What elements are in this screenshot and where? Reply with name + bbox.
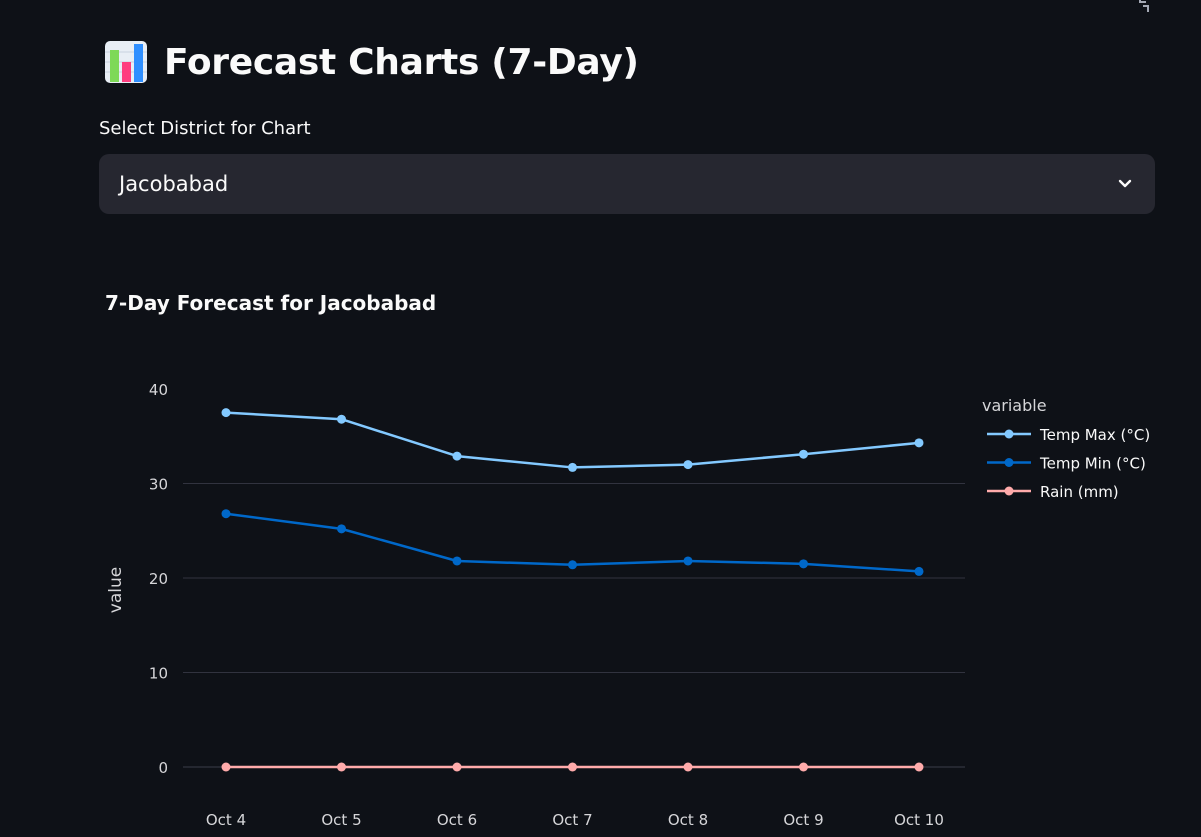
y-axis-label: value [106, 567, 126, 613]
legend-item-label: Temp Min (°C) [1039, 455, 1146, 473]
data-point [452, 762, 462, 772]
x-tick-label: Oct 5 [321, 811, 361, 829]
data-point [221, 509, 231, 519]
data-point [683, 460, 693, 470]
data-point [337, 414, 346, 424]
legend-item-label: Temp Max (°C) [1039, 426, 1150, 444]
series-line [225, 411, 920, 469]
data-point [337, 524, 346, 534]
legend-swatch-point [1004, 458, 1014, 467]
data-point [914, 438, 924, 448]
data-point [799, 559, 808, 569]
data-point [221, 762, 231, 772]
data-point [914, 566, 924, 576]
data-point [568, 462, 577, 472]
y-tick-label: 0 [158, 759, 168, 777]
data-point [452, 451, 462, 461]
data-point [452, 556, 462, 566]
y-tick-label: 30 [149, 476, 168, 494]
x-tick-label: Oct 8 [668, 811, 708, 829]
data-point [568, 560, 577, 570]
x-tick-label: Oct 4 [206, 811, 246, 829]
data-point [337, 762, 346, 772]
x-tick-label: Oct 7 [552, 811, 592, 829]
legend-swatch-point [1004, 486, 1014, 496]
legend-swatch-point [1004, 429, 1014, 439]
data-point [799, 449, 808, 459]
legend-item-label: Rain (mm) [1040, 483, 1119, 501]
data-point [914, 762, 924, 772]
data-point [683, 762, 693, 772]
x-tick-label: Oct 6 [437, 811, 477, 829]
y-tick-label: 10 [149, 665, 168, 683]
settings-menu-icon[interactable] [1134, 0, 1154, 12]
chevron-down-icon[interactable] [1115, 174, 1135, 194]
chart-title: 7-Day Forecast for Jacobabad [105, 291, 437, 315]
x-tick-label: Oct 10 [894, 811, 944, 829]
page-title: Forecast Charts (7-Day) [164, 41, 639, 83]
legend-title: variable [982, 396, 1047, 415]
district-select[interactable]: Jacobabad [99, 154, 1155, 214]
y-tick-label: 20 [149, 570, 168, 588]
page-header: Forecast Charts (7-Day) [104, 40, 639, 84]
district-select-value: Jacobabad [119, 172, 229, 196]
data-point [799, 762, 808, 772]
x-tick-label: Oct 9 [783, 811, 823, 829]
data-point [568, 762, 577, 772]
data-point [221, 408, 231, 418]
data-point [683, 556, 693, 566]
bar-chart-emoji-icon [105, 41, 147, 83]
district-select-label: Select District for Chart [99, 118, 311, 139]
y-tick-label: 40 [149, 381, 168, 399]
